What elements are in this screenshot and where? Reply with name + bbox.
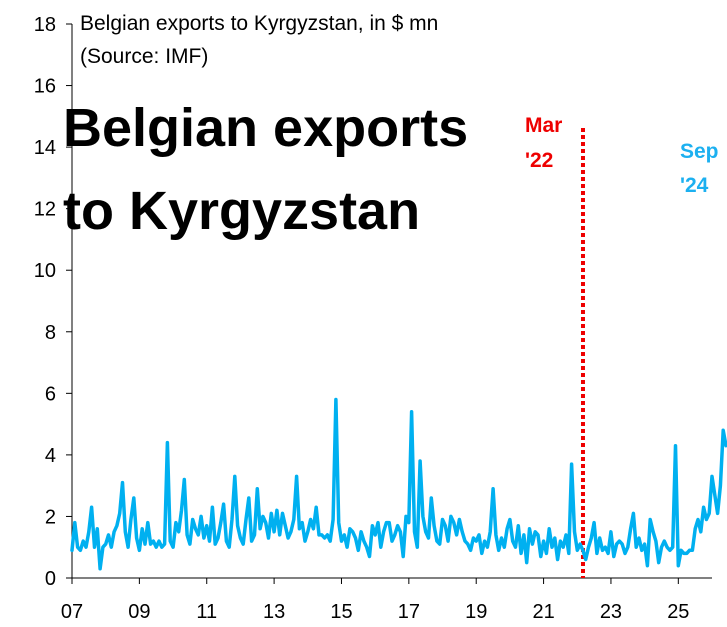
end-annotation: Sep '24 — [680, 140, 719, 197]
event-annotation: Mar '22 — [525, 114, 562, 172]
y-tick-label: 14 — [34, 137, 56, 159]
y-tick-label: 8 — [45, 322, 56, 344]
title-line-2: to Kyrgyzstan — [63, 181, 420, 241]
end-annotation-line-2: '24 — [680, 174, 709, 197]
x-tick-label: 23 — [600, 601, 622, 623]
y-tick-label: 16 — [34, 76, 56, 98]
subtitle-line-1: Belgian exports to Kyrgyzstan, in $ mn — [80, 12, 438, 35]
x-axis: 07 09 11 13 15 17 19 21 23 25 — [61, 577, 712, 623]
series-line — [70, 397, 727, 571]
y-tick-label: 4 — [45, 445, 56, 467]
event-annotation-line-1: Mar — [525, 114, 562, 137]
chart-title: Belgian exports to Kyrgyzstan — [63, 98, 468, 241]
y-tick-label: 12 — [34, 199, 56, 221]
x-tick-label: 07 — [61, 601, 83, 623]
x-tick-label: 15 — [330, 601, 352, 623]
event-annotation-line-2: '22 — [525, 149, 553, 172]
x-tick-label: 13 — [263, 601, 285, 623]
end-annotation-line-1: Sep — [680, 140, 719, 163]
title-line-1: Belgian exports — [63, 98, 468, 158]
x-tick-label: 09 — [128, 601, 150, 623]
y-tick-label: 18 — [34, 14, 56, 36]
y-axis: 0 2 4 6 8 10 12 14 16 18 — [34, 14, 73, 590]
x-tick-label: 21 — [532, 601, 554, 623]
y-tick-label: 2 — [45, 506, 56, 528]
x-tick-label: 17 — [398, 601, 420, 623]
x-tick-label: 11 — [196, 601, 217, 623]
chart-subtitle: Belgian exports to Kyrgyzstan, in $ mn (… — [80, 12, 438, 68]
subtitle-line-2: (Source: IMF) — [80, 45, 208, 68]
y-tick-label: 10 — [34, 260, 56, 282]
x-tick-label: 25 — [667, 601, 689, 623]
y-tick-label: 0 — [45, 568, 56, 590]
y-tick-label: 6 — [45, 383, 56, 405]
x-tick-label: 19 — [465, 601, 487, 623]
